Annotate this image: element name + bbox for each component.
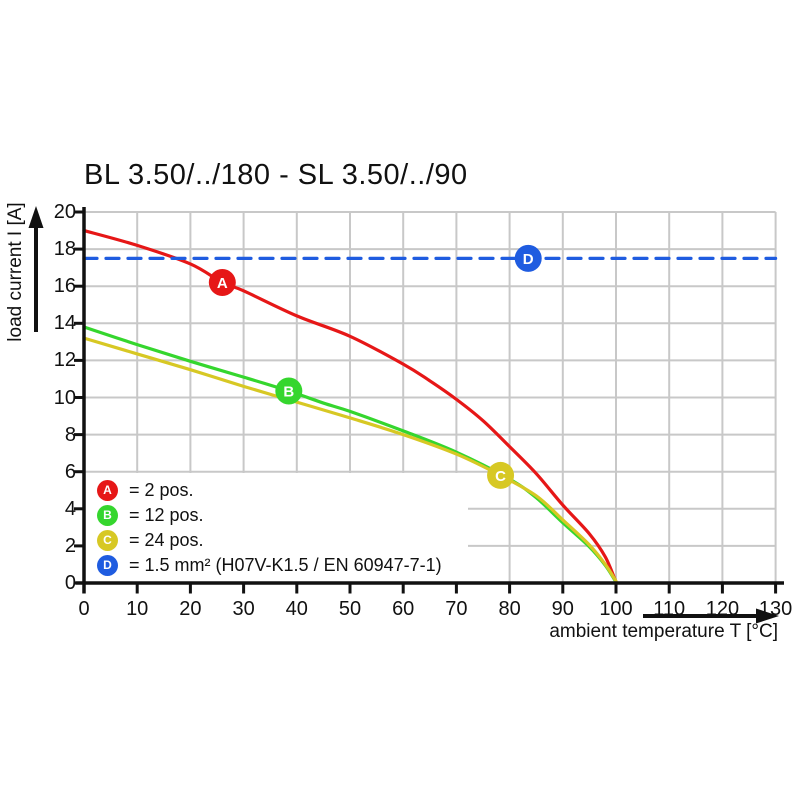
y-tick-label-2: 2 [64, 534, 76, 557]
x-axis-arrow-icon [756, 608, 779, 624]
x-tick-label-30: 30 [232, 598, 255, 620]
marker-C [487, 461, 515, 489]
legend-row-B: B = 12 pos. [97, 504, 204, 526]
x-tick-label-20: 20 [179, 598, 202, 620]
x-tick-label-40: 40 [285, 598, 308, 620]
x-tick-label-10: 10 [126, 598, 149, 620]
x-tick-label-80: 80 [498, 598, 521, 620]
legend-label-A: = 2 pos. [129, 479, 194, 500]
y-tick-label-12: 12 [53, 349, 76, 372]
legend-row-A: A = 2 pos. [97, 479, 194, 501]
x-tick-label-70: 70 [445, 598, 468, 620]
marker-D [514, 244, 542, 272]
legend-badge-B: B [97, 504, 118, 526]
x-tick-label-130: 130 [758, 598, 793, 620]
legend-row-D: D = 1.5 mm² (H07V-K1.5 / EN 60947-7-1) [97, 554, 442, 576]
marker-B [275, 377, 303, 405]
y-tick-label-4: 4 [64, 497, 76, 520]
x-tick-label-60: 60 [392, 598, 415, 620]
legend-badge-A: A [97, 479, 118, 501]
x-tick-label-110: 110 [653, 598, 686, 620]
chart-title: BL 3.50/../180 - SL 3.50/../90 [84, 159, 468, 191]
marker-A [208, 268, 236, 296]
y-tick-label-0: 0 [64, 572, 76, 594]
legend-label-C: = 24 pos. [129, 529, 204, 550]
legend-badge-C: C [97, 529, 118, 551]
marker-letter-D: D [523, 251, 534, 268]
marker-letter-C: C [495, 468, 506, 485]
x-tick-label-100: 100 [599, 598, 633, 620]
y-tick-label-18: 18 [53, 238, 76, 261]
y-tick-label-8: 8 [64, 423, 76, 446]
marker-letter-B: B [283, 384, 294, 401]
legend-row-C: C = 24 pos. [97, 529, 204, 551]
y-tick-label-6: 6 [64, 460, 76, 483]
x-tick-label-90: 90 [551, 598, 574, 620]
legend-badge-D: D [97, 554, 118, 576]
x-tick-label-120: 120 [705, 598, 740, 620]
marker-letter-A: A [217, 275, 228, 292]
legend-background [85, 473, 468, 582]
y-tick-label-16: 16 [53, 275, 76, 298]
y-tick-label-20: 20 [53, 201, 76, 223]
x-tick-label-0: 0 [78, 598, 90, 620]
x-tick-label-50: 50 [338, 598, 362, 620]
y-tick-label-10: 10 [53, 386, 76, 409]
legend-label-B: = 12 pos. [129, 504, 204, 525]
curve-C [82, 336, 618, 583]
legend-label-D: = 1.5 mm² (H07V-K1.5 / EN 60947-7-1) [129, 554, 442, 575]
y-axis-arrow-icon [28, 206, 44, 228]
y-tick-label-14: 14 [53, 312, 76, 335]
x-axis-label: ambient temperature T [°C] [549, 621, 778, 642]
